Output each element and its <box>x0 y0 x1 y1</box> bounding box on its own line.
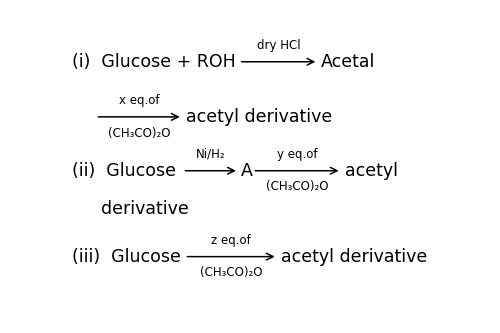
Text: acetyl derivative: acetyl derivative <box>186 108 333 126</box>
Text: y eq.of: y eq.of <box>276 148 317 161</box>
Text: A: A <box>241 162 253 180</box>
Text: (ii)  Glucose: (ii) Glucose <box>72 162 176 180</box>
Text: dry HCl: dry HCl <box>256 39 300 52</box>
Text: Ni/H₂: Ni/H₂ <box>196 148 226 161</box>
Text: derivative: derivative <box>101 200 189 218</box>
Text: (iii)  Glucose: (iii) Glucose <box>72 248 181 266</box>
Text: x eq.of: x eq.of <box>119 94 160 107</box>
Text: acetyl derivative: acetyl derivative <box>280 248 427 266</box>
Text: (CH₃CO)₂O: (CH₃CO)₂O <box>200 266 262 279</box>
Text: (i)  Glucose + ROH: (i) Glucose + ROH <box>72 53 236 71</box>
Text: (CH₃CO)₂O: (CH₃CO)₂O <box>266 180 328 193</box>
Text: z eq.of: z eq.of <box>211 234 251 247</box>
Text: (CH₃CO)₂O: (CH₃CO)₂O <box>108 127 170 140</box>
Text: Acetal: Acetal <box>322 53 376 71</box>
Text: acetyl: acetyl <box>344 162 398 180</box>
